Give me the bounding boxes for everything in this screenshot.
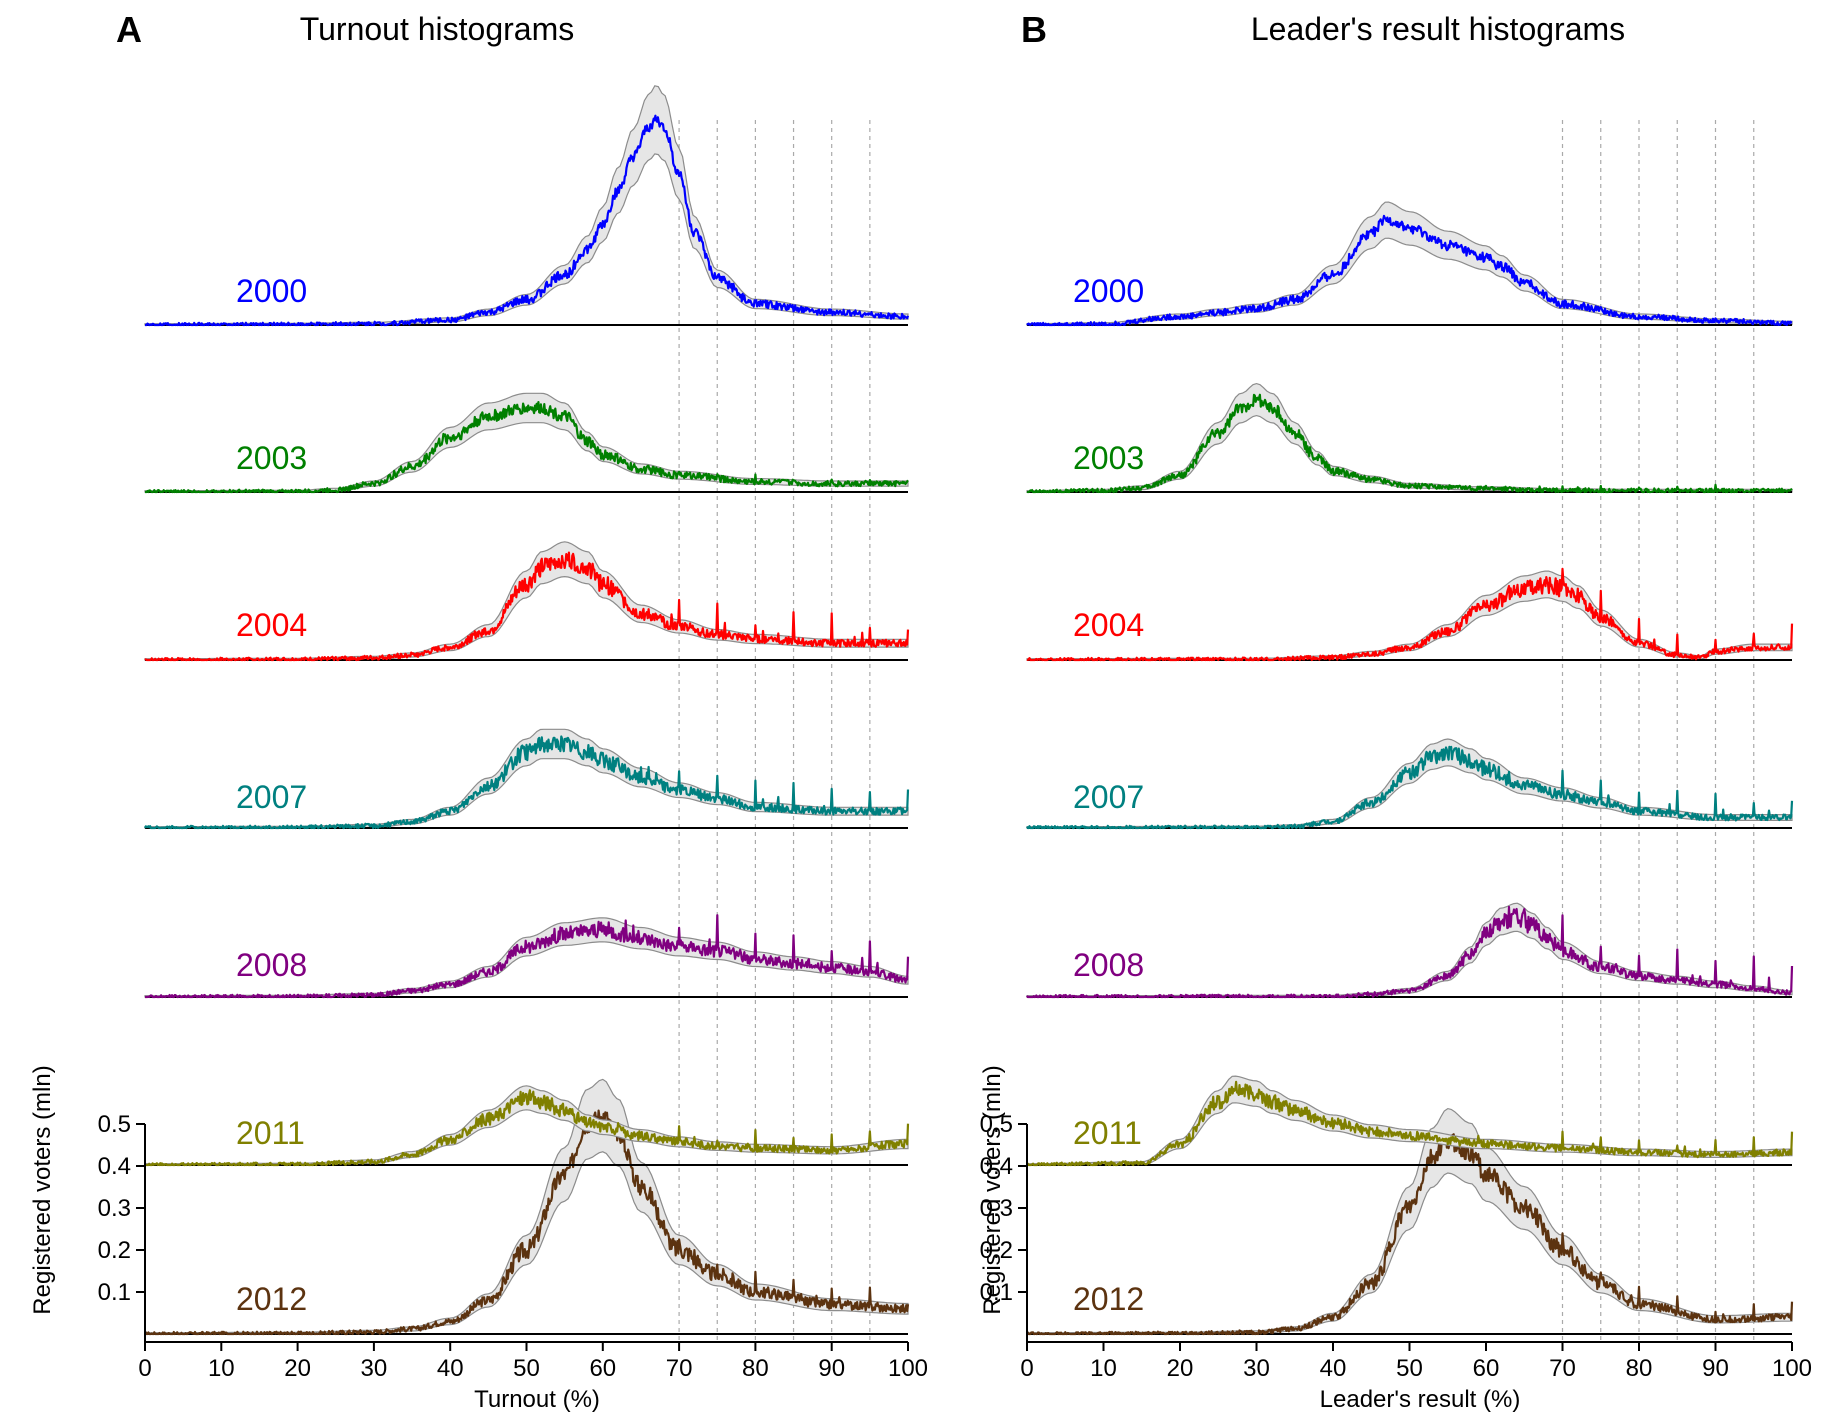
panel-a-x-tick-label-20: 20 [284,1355,311,1382]
panel-b-x-tick-label-10: 10 [1090,1355,1117,1382]
panel-a-x-tick-label-80: 80 [742,1355,769,1382]
panel-a-axes: 0 10 20 30 40 50 60 70 80 90 100 0.1 0.2 0.3 0.4 0.5 [98,1111,928,1382]
y-axis-label-a: Registered voters (mln) [29,1065,56,1314]
panel-b-trace-2008 [1026,905,1794,999]
panel-a-title: Turnout histograms [300,11,574,47]
panel-b-x-tick-label-0: 0 [1020,1355,1033,1382]
panel-a-series-2011 [144,1085,910,1167]
panel-b-year-label-2000: 2000 [1073,273,1144,309]
panel-a-x-tick-label-50: 50 [513,1355,540,1382]
panel-a-x-tick-label-90: 90 [818,1355,845,1382]
panel-b-x-tick-label-90: 90 [1702,1355,1729,1382]
panel-a-series-2008 [144,914,910,999]
panel-a-x-tick-label-30: 30 [361,1355,388,1382]
panel-a-x-tick-label-0: 0 [138,1355,151,1382]
panel-b-year-label-2003: 2003 [1073,440,1144,476]
panel-a-trace-2000 [144,114,910,327]
panel-b-x-tick-label-80: 80 [1626,1355,1653,1382]
panel-b: B Leader's result histograms 20122011200… [980,9,1812,1413]
panel-b-series-2003 [1026,382,1793,494]
panel-a-year-label-2012: 2012 [236,1281,307,1317]
panel-a-year-label-2000: 2000 [236,273,307,309]
panel-b-title: Leader's result histograms [1251,11,1625,47]
panel-b-y-tick-label-0.2: 0.2 [980,1237,1013,1264]
panel-a-series-2007 [144,728,910,830]
panel-a-x-tick-label-10: 10 [208,1355,235,1382]
panel-b-x-tick-label-70: 70 [1549,1355,1576,1382]
panel-a-series-2003 [144,392,909,494]
panel-a-letter: A [116,9,142,50]
panel-b-x-tick-label-20: 20 [1167,1355,1194,1382]
panel-a-y-tick-label-0.1: 0.1 [98,1279,131,1306]
panel-a-trace-2003 [144,401,909,494]
panel-a-series-2004 [144,541,910,662]
panel-a-y-tick-label-0.5: 0.5 [98,1111,131,1138]
panel-b-year-label-2008: 2008 [1073,947,1144,983]
panel-a-series-2000 [144,85,910,327]
panel-b-year-label-2012: 2012 [1073,1281,1144,1317]
panel-b-trace-2000 [1026,214,1793,327]
panel-a-year-label-2011: 2011 [236,1115,305,1151]
panel-b-y-tick-label-0.5: 0.5 [980,1111,1013,1138]
panel-a-trace-2004 [144,551,910,662]
panel-b-x-tick-label-50: 50 [1396,1355,1423,1382]
panel-b-trace-2003 [1026,393,1793,494]
panel-b-series-2012 [1026,1107,1794,1336]
panel-b-series-2007 [1026,738,1794,830]
panel-a-year-label-2004: 2004 [236,607,307,643]
panel-b-series-2011 [1026,1075,1794,1167]
panel-b-y-tick-label-0.1: 0.1 [980,1279,1013,1306]
panel-a-x-tick-label-60: 60 [589,1355,616,1382]
panel-a: A Turnout histograms 2012201120082007200… [98,9,928,1413]
panel-a-x-tick-label-70: 70 [666,1355,693,1382]
panel-a-year-label-2008: 2008 [236,947,307,983]
panel-a-trace-2007 [144,735,910,830]
panel-b-trace-2004 [1026,567,1794,662]
panel-b-trace-2011 [1026,1080,1794,1167]
panel-b-x-axis-label: Leader's result (%) [1320,1386,1521,1413]
panel-b-trace-2007 [1026,745,1794,830]
panel-b-x-tick-label-40: 40 [1320,1355,1347,1382]
panel-b-traces: 2012 2011 2008 2007 2004 2003 2000 [1026,201,1794,1336]
panel-a-series-2012 [144,1078,910,1336]
panel-b-year-label-2007: 2007 [1073,779,1144,815]
panel-b-series-2000 [1026,201,1793,327]
panel-a-x-tick-label-100: 100 [888,1355,928,1382]
panel-b-y-tick-label-0.3: 0.3 [980,1195,1013,1222]
panel-a-trace-2011 [144,1089,910,1167]
panel-b-y-tick-label-0.4: 0.4 [980,1153,1013,1180]
panel-b-x-tick-label-30: 30 [1243,1355,1270,1382]
panel-a-x-axis-label: Turnout (%) [474,1386,600,1413]
panel-b-series-2008 [1026,902,1794,999]
panel-a-x-tick-label-40: 40 [437,1355,464,1382]
panel-a-traces: 2012 2011 2008 2007 2004 2003 2000 [144,85,910,1336]
panel-b-x-tick-label-60: 60 [1473,1355,1500,1382]
panel-a-year-label-2003: 2003 [236,440,307,476]
panel-b-year-label-2004: 2004 [1073,607,1144,643]
y-axis-label-b: Registered voters (mln) [979,1065,1006,1314]
panel-a-y-tick-label-0.3: 0.3 [98,1195,131,1222]
panel-b-x-tick-label-100: 100 [1772,1355,1812,1382]
panel-b-series-2004 [1026,567,1794,662]
panel-a-y-tick-label-0.4: 0.4 [98,1153,131,1180]
panel-b-letter: B [1021,9,1047,50]
panel-a-y-tick-label-0.2: 0.2 [98,1237,131,1264]
panel-b-trace-2012 [1026,1133,1794,1336]
panel-a-trace-2012 [144,1109,910,1336]
panel-b-year-label-2011: 2011 [1073,1115,1142,1151]
panel-a-trace-2008 [144,914,910,999]
panel-a-year-label-2007: 2007 [236,779,307,815]
panel-b-axes: 0 10 20 30 40 50 60 70 80 90 100 0.1 0.2 0.3 0.4 0.5 [980,1111,1812,1382]
